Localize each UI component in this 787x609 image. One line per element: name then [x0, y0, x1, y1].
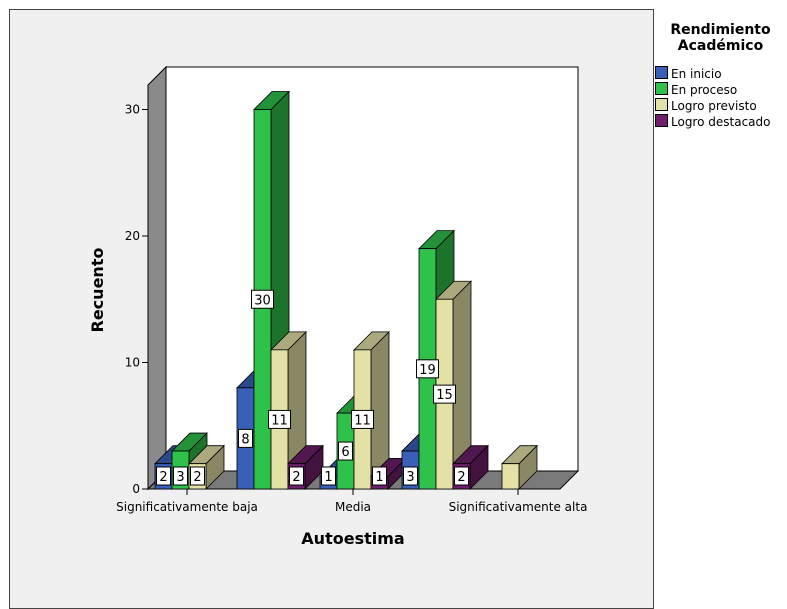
data-label-box: [238, 428, 253, 448]
y-tick-label: 10: [125, 356, 140, 370]
data-label: 3: [406, 470, 414, 485]
data-label-box: [372, 466, 387, 486]
legend-label: En proceso: [671, 83, 738, 97]
data-label: 19: [419, 363, 436, 378]
side-wall: [147, 65, 167, 491]
legend-item-logro-destacado: Logro destacado: [655, 114, 770, 130]
data-label: 6: [341, 445, 349, 460]
x-tick-label: Media: [335, 500, 371, 514]
data-label-box: [403, 466, 418, 486]
data-label: 1: [324, 470, 332, 485]
data-label-box: [190, 466, 205, 486]
legend-title-line2: Académico: [677, 38, 764, 54]
data-label: 2: [292, 470, 300, 485]
x-tick-label: Significativamente alta: [449, 500, 588, 514]
data-label: 11: [354, 413, 371, 428]
x-tick-label: Significativamente baja: [116, 500, 258, 514]
y-tick-label: 20: [125, 229, 140, 243]
legend-item-en-proceso: En proceso: [655, 82, 737, 98]
y-tick-label: 30: [125, 103, 140, 117]
data-label-box: [289, 466, 304, 486]
legend-swatch: [655, 66, 668, 79]
x-axis-title: Autoestima: [301, 529, 404, 548]
data-label: 11: [271, 413, 288, 428]
y-tick-label: 0: [132, 482, 140, 496]
data-label-box: [338, 441, 353, 461]
legend: Rendimiento Académico En inicio En proce…: [654, 0, 787, 596]
data-label-box: [156, 466, 171, 486]
data-label: 2: [159, 470, 167, 485]
data-label-box: [351, 409, 374, 429]
data-label-box: [321, 466, 336, 486]
legend-label: Logro destacado: [671, 115, 771, 129]
legend-swatch: [655, 82, 668, 95]
bar: [501, 463, 520, 490]
data-label: 2: [457, 470, 465, 485]
legend-item-en-inicio: En inicio: [655, 66, 722, 82]
legend-swatch: [655, 98, 668, 111]
data-label-box: [454, 466, 469, 486]
legend-label: Logro previsto: [671, 99, 757, 113]
data-label-box: [268, 409, 291, 429]
legend-title-line1: Rendimiento: [670, 22, 771, 38]
y-axis-title: Recuento: [88, 248, 107, 333]
data-label: 8: [241, 432, 249, 447]
data-label: 3: [176, 470, 184, 485]
legend-title: Rendimiento Académico: [654, 22, 787, 54]
legend-swatch: [655, 114, 668, 127]
data-label: 2: [193, 470, 201, 485]
data-label-box: [251, 289, 274, 309]
legend-item-logro-previsto: Logro previsto: [655, 98, 757, 114]
legend-label: En inicio: [671, 67, 722, 81]
data-label-box: [416, 359, 439, 379]
data-label-box: [173, 466, 188, 486]
data-label: 15: [436, 388, 453, 403]
data-label: 1: [375, 470, 383, 485]
data-label-box: [433, 384, 456, 404]
data-label: 30: [254, 293, 271, 308]
